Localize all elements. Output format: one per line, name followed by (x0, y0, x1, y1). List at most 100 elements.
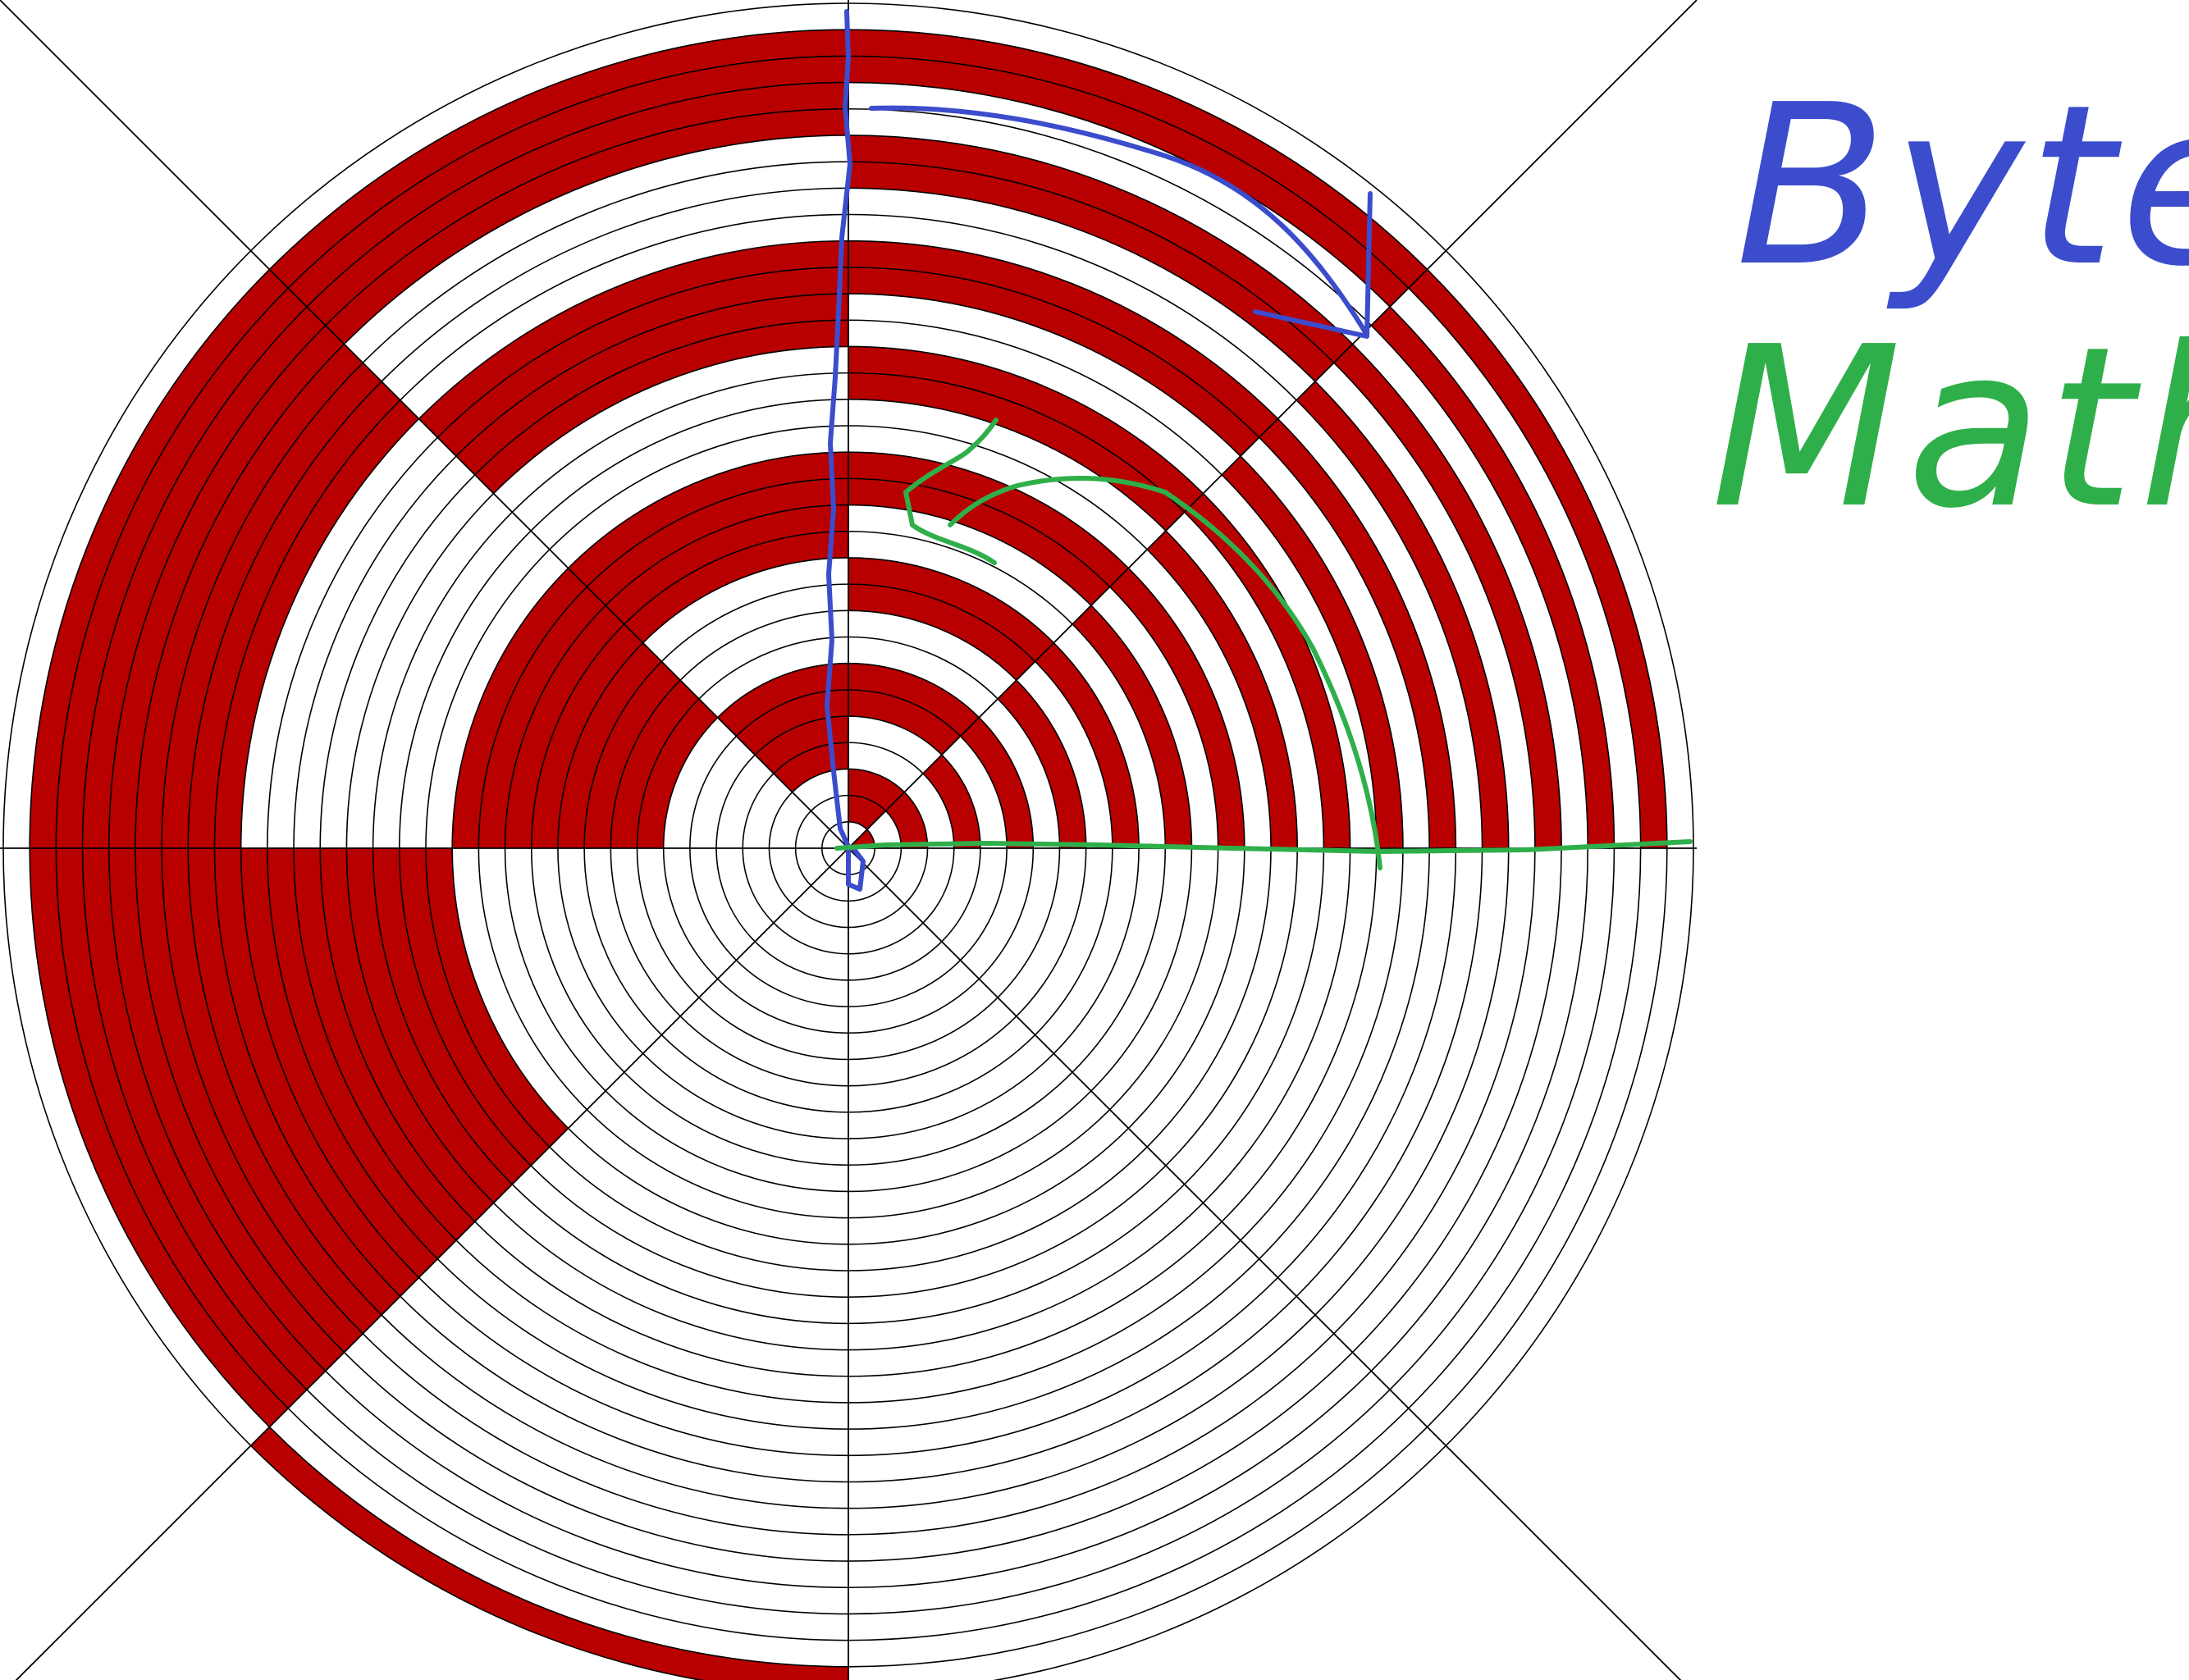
ring-24-sector-6-zero (400, 1277, 848, 1482)
ring-17-sector-5-one (399, 848, 550, 1166)
ring-16-sector-6-zero (549, 1128, 848, 1271)
ring-7-sector-5-zero (663, 848, 737, 979)
ring-13-sector-2-zero (848, 504, 1091, 624)
ring-3-sector-5-zero (769, 848, 811, 905)
ring-16-sector-1-zero (1128, 549, 1271, 848)
ring-30-sector-2-one (848, 56, 1409, 307)
ring-17-sector-2-zero (848, 399, 1166, 550)
ring-8-sector-1-zero (979, 698, 1060, 848)
bytes-annotation-arrow (825, 9, 1373, 892)
ring-32-sector-6-one (250, 1427, 848, 1680)
ring-28-sector-2-zero (848, 108, 1372, 345)
ring-13-sector-1-one (1072, 605, 1192, 848)
ring-12-sector-1-zero (1053, 623, 1166, 848)
ring-12-sector-7-zero (848, 1053, 1073, 1166)
ring-25-sector-3-zero (382, 188, 848, 400)
ring-9-sector-6-zero (680, 998, 848, 1086)
ring-16-sector-8-zero (1128, 848, 1271, 1148)
ring-18-sector-8-zero (1165, 848, 1324, 1185)
ring-24-sector-7-zero (848, 1277, 1297, 1482)
ring-29-sector-7-zero (848, 1371, 1391, 1614)
ring-26-sector-6-zero (363, 1315, 849, 1535)
ring-17-sector-8-zero (1147, 848, 1298, 1166)
ring-6-sector-1-zero (941, 736, 1008, 848)
ring-4-sector-7-zero (848, 904, 924, 954)
ring-11-sector-7-zero (848, 1034, 1054, 1139)
ring-12-sector-5-zero (531, 848, 643, 1073)
ring-11-sector-4-one (557, 642, 662, 848)
ring-28-sector-3-one (325, 108, 849, 345)
ring-28-sector-8-zero (1352, 848, 1588, 1372)
ring-13-sector-5-zero (505, 848, 624, 1091)
ring-29-sector-3-one (306, 82, 848, 326)
ring-25-sector-8-zero (1296, 848, 1509, 1315)
ring-14-sector-3-one (587, 478, 848, 606)
ring-26-sector-3-zero (363, 162, 849, 381)
ring-32-sector-3-zero (250, 3, 848, 270)
ring-27-sector-2-one (848, 135, 1353, 363)
ring-17-sector-1-one (1147, 531, 1298, 848)
ring-5-sector-2-zero (848, 716, 942, 774)
ring-24-sector-2-zero (848, 214, 1297, 419)
ring-9-sector-4-one (610, 680, 699, 848)
bytes-handwritten-label: Bytes (1735, 57, 2189, 315)
ring-9-sector-7-zero (848, 998, 1017, 1086)
ring-7-sector-8-zero (960, 848, 1034, 979)
ring-13-sector-3-one (606, 504, 848, 624)
ring-13-sector-6-zero (606, 1072, 848, 1192)
ring-4-sector-6-zero (773, 904, 848, 954)
ring-7-sector-2-one (848, 663, 980, 737)
ring-25-sector-2-zero (848, 188, 1315, 400)
ring-31-sector-8-zero (1408, 848, 1667, 1427)
ring-6-sector-2-one (848, 689, 961, 756)
ring-3-sector-1-one (885, 792, 928, 848)
math-handwritten-label: Math (1711, 299, 2189, 557)
ring-31-sector-2-one (848, 30, 1428, 289)
ring-5-sector-4-zero (716, 755, 774, 848)
ring-7-sector-7-zero (848, 960, 980, 1034)
ring-31-sector-7-zero (848, 1408, 1428, 1667)
ring-18-sector-3-zero (512, 372, 848, 532)
ring-6-sector-8-zero (941, 848, 1008, 961)
ring-3-sector-2-one (848, 769, 905, 811)
ring-25-sector-6-zero (382, 1296, 848, 1509)
ring-31-sector-1-one (1408, 269, 1667, 848)
ring-17-sector-4-zero (399, 531, 550, 848)
ring-8-sector-5-zero (637, 848, 718, 998)
ring-14-sector-4-one (478, 587, 606, 848)
ring-31-sector-5-one (30, 848, 289, 1427)
ring-15-sector-2-one (848, 452, 1129, 587)
ring-16-sector-2-zero (848, 426, 1148, 568)
ring-4-sector-5-zero (743, 848, 793, 924)
ring-12-sector-2-zero (848, 531, 1073, 643)
ring-11-sector-1-one (1035, 642, 1140, 848)
ring-6-sector-6-zero (736, 941, 848, 1007)
ring-5-sector-1-one (923, 755, 980, 848)
ring-29-sector-5-one (82, 848, 326, 1390)
ring-5-sector-7-zero (848, 923, 942, 980)
ring-16-sector-5-one (426, 848, 569, 1148)
ring-15-sector-1-one (1109, 568, 1245, 848)
ring-26-sector-7-zero (848, 1315, 1334, 1535)
ring-24-sector-3-zero (400, 214, 848, 419)
blue-vertical-stroke (825, 9, 866, 892)
ring-30-sector-4-one (56, 288, 307, 848)
ring-6-sector-4-zero (689, 736, 756, 848)
ring-30-sector-8-zero (1390, 848, 1641, 1408)
ring-32-sector-4-zero (3, 250, 270, 848)
ring-4-sector-4-zero (743, 773, 793, 848)
ring-4-sector-8-zero (904, 848, 954, 924)
ring-14-sector-7-zero (848, 1090, 1110, 1218)
ring-14-sector-2-one (848, 478, 1110, 606)
ring-29-sector-6-zero (306, 1371, 848, 1614)
ring-15-sector-4-one (452, 568, 587, 848)
math-annotation-arrow (834, 418, 1693, 870)
ring-18-sector-6-zero (512, 1165, 848, 1324)
ring-13-sector-7-zero (848, 1072, 1091, 1192)
ring-18-sector-2-one (848, 372, 1185, 532)
ring-26-sector-4-one (162, 363, 382, 849)
green-arrowhead (903, 418, 999, 565)
ring-17-sector-3-zero (531, 399, 848, 550)
ring-3-sector-4-zero (769, 792, 811, 848)
